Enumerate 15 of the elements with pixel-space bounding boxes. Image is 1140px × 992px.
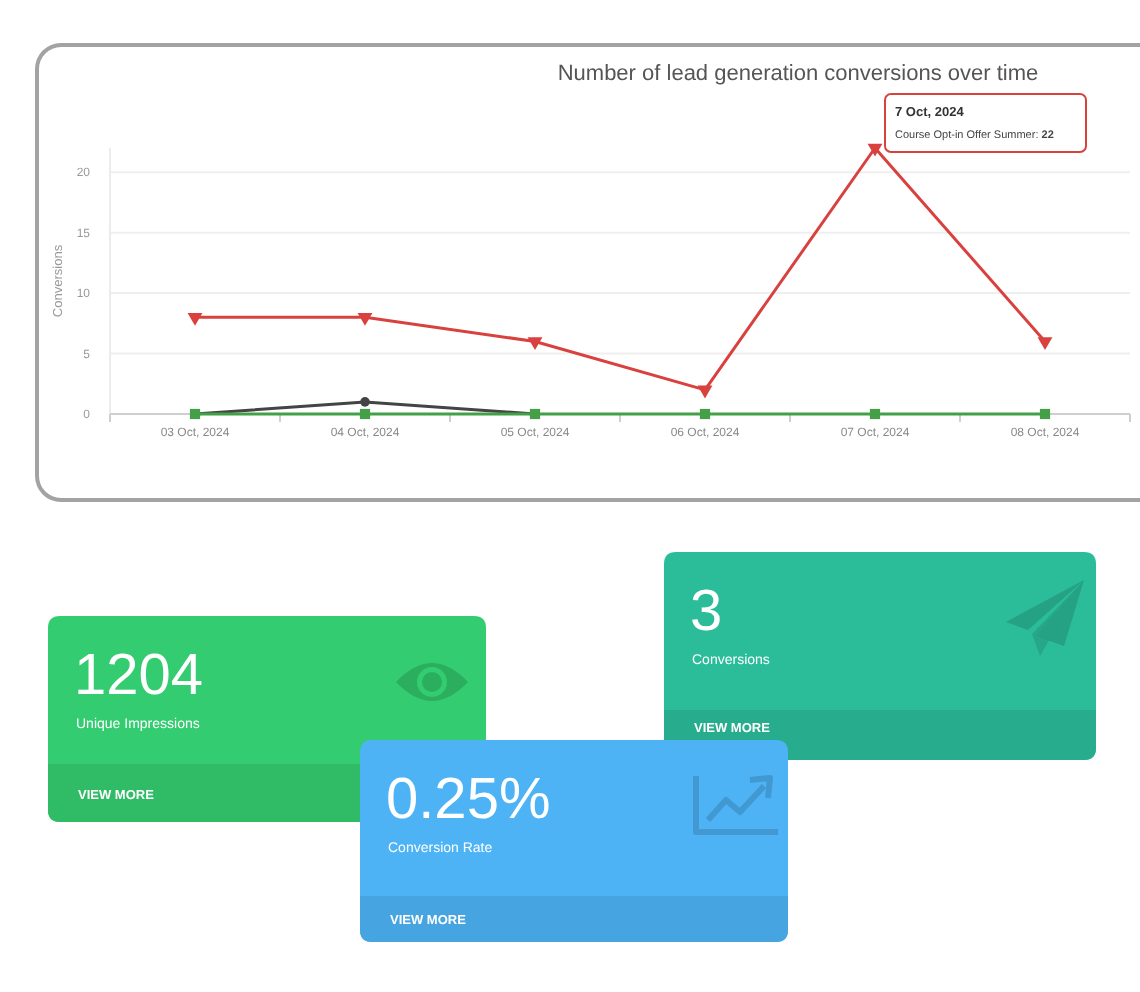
point (869, 408, 881, 420)
point (697, 385, 713, 399)
text: 0.25% (386, 768, 551, 832)
point (359, 408, 371, 420)
point (187, 312, 203, 326)
point (867, 143, 883, 157)
chart-title: Number of lead generation conversions over time (557, 62, 1039, 86)
point (527, 337, 543, 351)
point (1037, 337, 1053, 351)
point (1039, 408, 1051, 420)
text: 3 (690, 580, 723, 644)
point (357, 312, 373, 326)
point (360, 397, 370, 407)
text: 1204 (74, 644, 204, 708)
point (699, 408, 711, 420)
